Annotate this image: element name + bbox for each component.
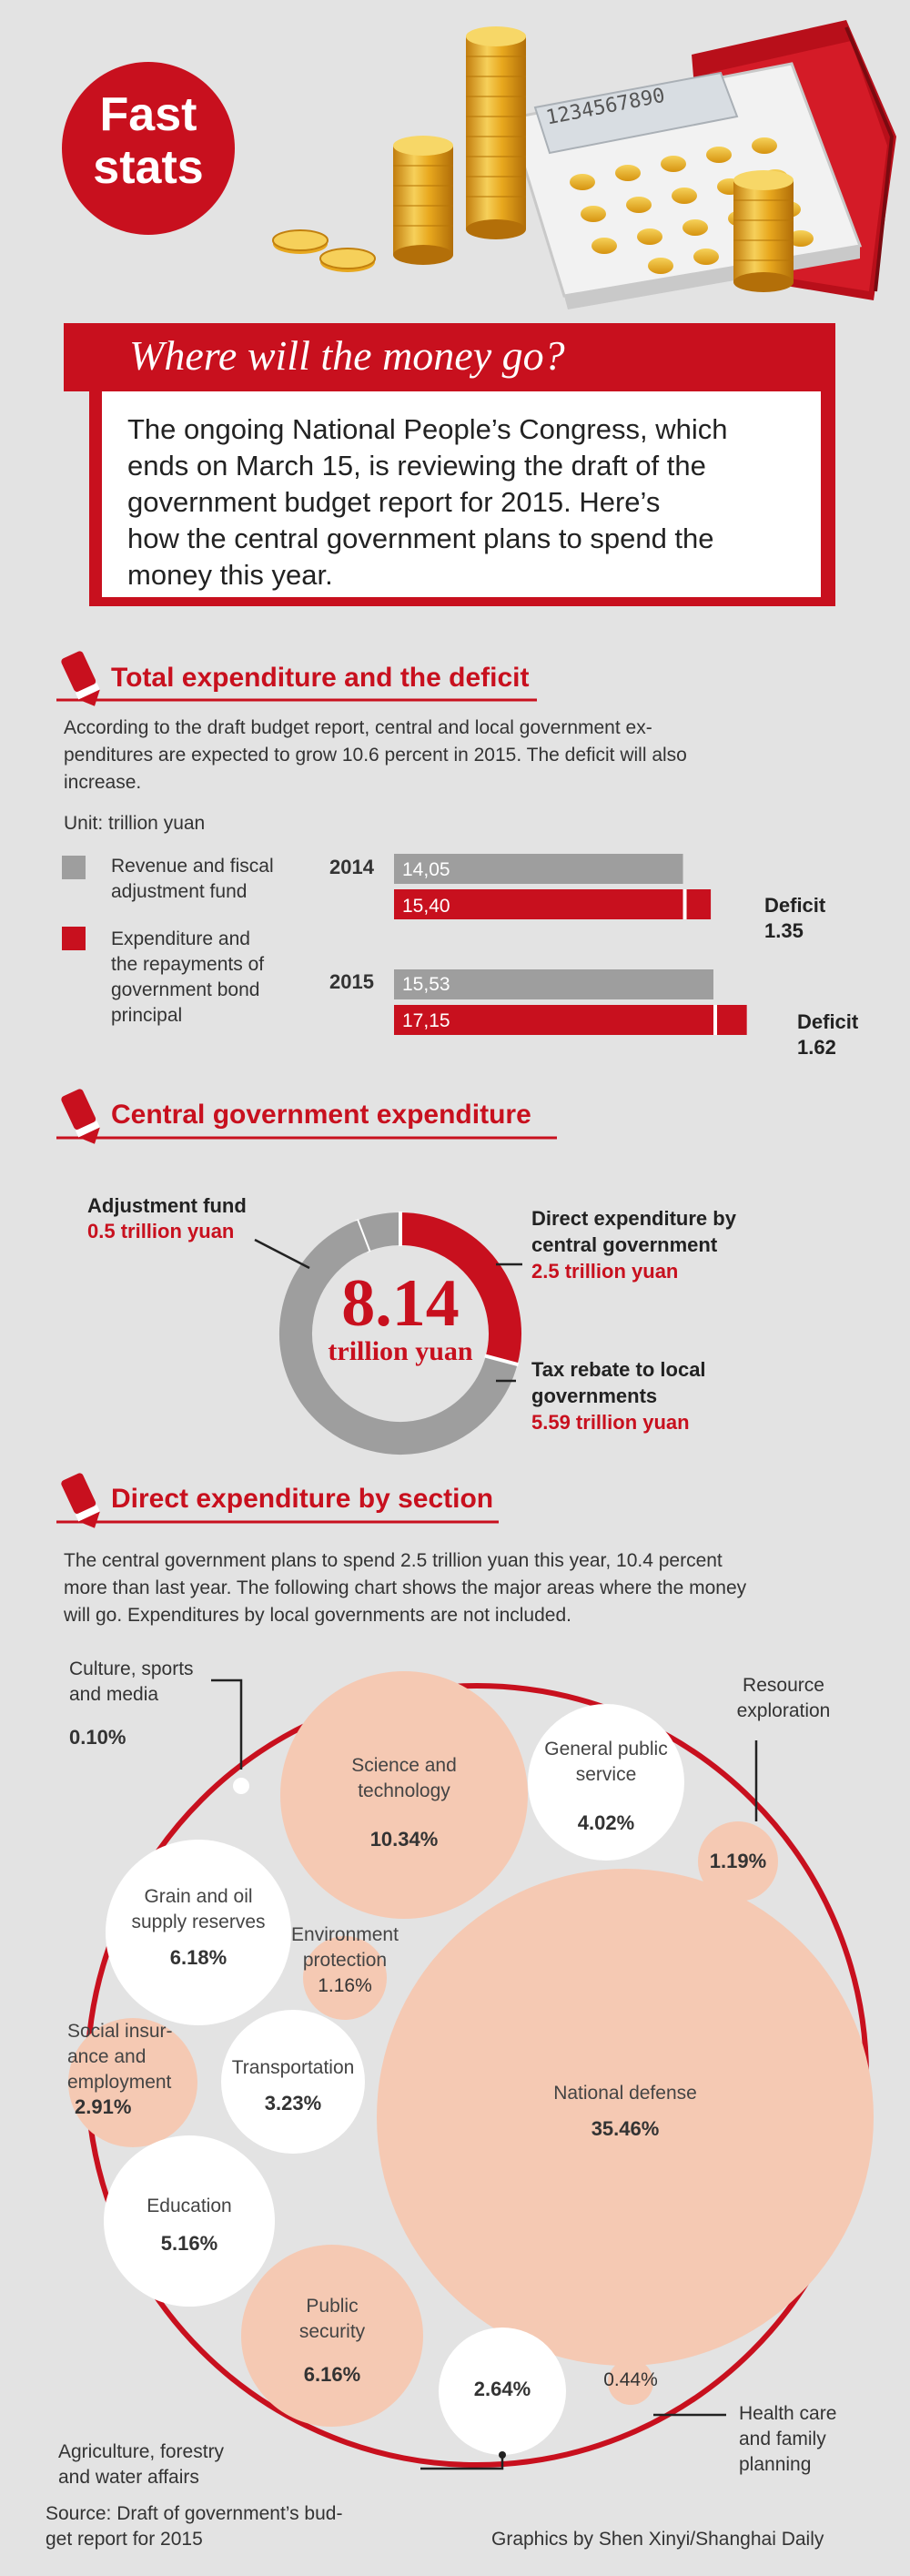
label-resource-exploration: Resource exploration [736,1675,831,1721]
bar-value-2014-revenue: 14,05 [402,859,450,880]
section1-title: Total expenditure and the deficit [111,663,530,693]
bar-2014-revenue [394,854,683,884]
deficit-separator-2014 [682,889,687,919]
bar-2015-expenditure [394,1005,747,1035]
unit-label: Unit: trillion yuan [64,813,206,834]
section1-description: According to the draft budget report, ce… [64,717,687,793]
pct-resource-exploration: 1.19% [709,1850,767,1872]
bubble-general-public-service [528,1704,684,1861]
pencil-icon [61,651,100,706]
year-label-2014: 2014 [329,856,374,878]
bubble-transportation [221,2010,365,2154]
intro-text: The ongoing National People’s Congress, … [127,413,728,591]
pct-grain-oil: 6.18% [169,1946,228,1969]
label-education: Education [147,2196,232,2216]
donut-label-adjustment: Adjustment fund [87,1194,247,1217]
legend-label-expenditure: Expenditure and the repayments of govern… [111,928,265,1026]
section3-title: Direct expenditure by section [111,1484,494,1514]
title-banner [64,323,835,606]
source-note: Source: Draft of government’s bud- get r… [46,2503,343,2550]
bubble-resource-exploration [698,1821,778,1902]
label-environment: Environment protection [291,1924,399,1971]
donut-label-direct: Direct expenditure by central government [531,1207,736,1256]
label-general-public-service: General public service [544,1739,668,1785]
bubble-science [280,1671,528,1919]
leader-dot [499,2451,506,2459]
donut-label-tax-rebate: Tax rebate to local governments [531,1358,706,1407]
fast-stats-badge [62,62,235,235]
label-social-insurance: Social insur- ance and employment [67,2021,173,2093]
pct-health-care: 0.44% [603,2369,658,2390]
leader-lines [211,1238,758,2470]
donut-total-value: 8.14 [341,1266,460,1341]
pct-public-security: 6.16% [303,2363,361,2386]
donut-divider-2 [484,1354,520,1367]
bar-value-2015-revenue: 15,53 [402,974,450,995]
donut-slice-2 [279,1220,518,1455]
badge-line1: Fast [99,88,197,141]
pct-social-insurance: 2.91% [75,2095,132,2118]
pct-education: 5.16% [160,2232,218,2255]
bubble-education [104,2135,275,2307]
bar-2015-revenue [394,969,713,999]
pct-agriculture: 2.64% [473,2378,531,2400]
pct-science: 10.34% [369,1828,439,1851]
label-health-care: Health care and family planning [739,2403,837,2475]
coin-stack-icon [272,26,794,292]
label-grain-oil: Grain and oil supply reserves [131,1886,266,1932]
bubble-social-insurance [68,2018,197,2147]
donut-slice-1 [399,1212,521,1364]
pct-general-public-service: 4.02% [577,1811,635,1834]
deficit-value-2014: 1.35 [764,919,804,942]
bar-chart [394,854,747,1035]
label-science: Science and technology [351,1755,457,1801]
deficit-value-2015: 1.62 [797,1036,836,1059]
pct-environment: 1.16% [318,1975,372,1996]
section3-description: The central government plans to spend 2.… [64,1550,747,1626]
deficit-bar-2015 [716,1005,747,1035]
deficit-label-2014: Deficit [764,894,826,917]
bubble-public-security [241,2245,423,2427]
legend-swatch-expenditure [62,927,86,950]
donut-value-tax-rebate: 5.59 trillion yuan [531,1411,690,1434]
label-culture: Culture, sports and media [69,1658,194,1705]
pct-culture: 0.10% [69,1726,126,1749]
label-transportation: Transportation [231,2057,355,2078]
bar-value-2015-expenditure: 17,15 [402,1010,450,1031]
deficit-bar-2014 [686,889,712,919]
bubble-national-defense [377,1869,874,2366]
deficit-separator-2015 [713,1005,717,1035]
label-public-security: Public security [298,2296,366,2342]
legend-label-revenue: Revenue and fiscal adjustment fund [111,856,274,902]
donut-value-direct: 2.5 trillion yuan [531,1260,679,1283]
donut-value-adjustment: 0.5 trillion yuan [87,1220,235,1242]
bubble-culture [233,1778,249,1794]
badge-line2: stats [93,141,204,194]
bubble-chart [68,1671,874,2455]
bubble-environment [303,1936,387,2020]
year-label-2015: 2015 [329,970,374,993]
bubble-agriculture [439,2328,566,2455]
label-agriculture: Agriculture, forestry and water affairs [58,2441,225,2488]
donut-slice-0 [357,1212,401,1252]
bar-value-2014-expenditure: 15,40 [402,896,450,917]
pencil-icon [61,1089,100,1144]
graphics-credit: Graphics by Shen Xinyi/Shanghai Daily [491,2529,824,2550]
bubble-grain-oil [106,1840,291,2025]
deficit-label-2015: Deficit [797,1010,859,1033]
pct-national-defense: 35.46% [591,2117,660,2140]
donut-total-unit: trillion yuan [328,1336,473,1366]
bar-2014-expenditure [394,889,712,919]
legend-swatch-revenue [62,856,86,879]
label-national-defense: National defense [553,2083,697,2104]
section2-title: Central government expenditure [111,1100,531,1130]
pencil-icon [61,1473,100,1528]
bubble-health-care [608,2359,653,2405]
pct-transportation: 3.23% [264,2092,322,2115]
donut-chart [279,1212,521,1455]
banner-title: Where will the money go? [129,332,565,379]
